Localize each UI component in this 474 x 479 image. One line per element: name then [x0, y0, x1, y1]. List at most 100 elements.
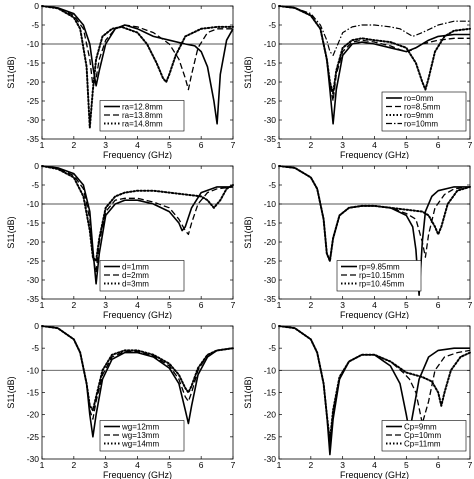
y-tick-label: -5 [268, 180, 276, 190]
x-tick-label: 5 [167, 140, 172, 150]
y-tick-label: 0 [271, 1, 276, 11]
y-tick-label: -5 [268, 20, 276, 30]
legend-box [99, 420, 185, 452]
y-tick-label: -20 [27, 77, 40, 87]
x-tick-label: 2 [71, 300, 76, 310]
y-axis-label: S11(dB) [243, 376, 253, 408]
legend-entry-2: wg=13mm [121, 431, 159, 440]
y-tick-label: -20 [27, 410, 40, 420]
x-tick-label: 7 [231, 140, 236, 150]
y-tick-label: 0 [34, 321, 39, 331]
x-tick-label: 1 [40, 460, 45, 470]
y-tick-label: -35 [264, 134, 277, 144]
legend-box [336, 260, 422, 292]
y-tick-label: -30 [27, 275, 40, 285]
x-tick-label: 7 [231, 300, 236, 310]
x-tick-label: 2 [71, 460, 76, 470]
y-tick-label: -5 [31, 20, 39, 30]
x-tick-label: 4 [372, 460, 377, 470]
x-tick-label: 1 [277, 300, 282, 310]
y-axis-label: S11(dB) [6, 216, 16, 248]
y-tick-label: -25 [27, 432, 40, 442]
y-tick-label: -20 [264, 237, 277, 247]
x-tick-label: 2 [71, 140, 76, 150]
y-axis-label: S11(dB) [243, 56, 253, 88]
y-tick-label: -30 [264, 275, 277, 285]
x-tick-label: 4 [372, 300, 377, 310]
y-tick-label: -10 [264, 199, 277, 209]
series-line-1 [41, 325, 234, 438]
x-axis-label: Frequency (GHz) [340, 470, 409, 479]
x-axis-label: Frequency (GHz) [340, 150, 409, 159]
y-tick-label: -30 [27, 115, 40, 125]
series-line-3 [278, 325, 471, 443]
y-tick-label: -10 [27, 199, 40, 209]
series-line-2 [41, 165, 234, 274]
chart-panel-5: 1 2 3 4 5 6 7 0 -5 -10 -15 -20 -25 -30 Frequency (GHz)… [6, 321, 236, 479]
y-tick-label: -10 [264, 39, 277, 49]
y-tick-label: -25 [264, 432, 277, 442]
chart-panel-3: 1 2 3 4 5 6 7 0 -5 -10 -15 -20 -25 -30 -35 Frequency (G… [6, 161, 236, 319]
legend-entry-4: ro=10mm [404, 120, 438, 129]
series-line-2 [41, 5, 233, 91]
x-tick-label: 5 [404, 140, 409, 150]
x-tick-label: 4 [135, 300, 140, 310]
legend-box [99, 260, 185, 292]
series-line-2 [278, 165, 471, 262]
legend-entry-1: d=1mm [122, 263, 149, 272]
x-tick-label: 7 [468, 140, 473, 150]
series-line-2 [41, 325, 234, 420]
x-tick-label: 4 [135, 140, 140, 150]
legend-entry-3: ro=9mm [404, 111, 434, 120]
legend-entry-3: ra=14.8mm [122, 120, 163, 129]
y-tick-label: -15 [264, 388, 277, 398]
y-tick-label: -15 [27, 218, 40, 228]
legend-entry-2: rp=10.15mm [359, 271, 404, 280]
y-tick-label: -25 [27, 96, 40, 106]
x-tick-label: 4 [372, 140, 377, 150]
x-tick-label: 5 [404, 300, 409, 310]
y-tick-label: -35 [27, 134, 40, 144]
y-tick-label: -25 [264, 96, 277, 106]
x-tick-label: 3 [103, 140, 108, 150]
y-tick-label: -10 [27, 39, 40, 49]
legend-entry-2: Cp=10mm [404, 431, 441, 440]
series-line-3 [41, 165, 234, 262]
x-tick-label: 7 [468, 300, 473, 310]
x-tick-label: 6 [436, 460, 441, 470]
y-tick-label: -10 [27, 365, 40, 375]
y-tick-label: -30 [264, 115, 277, 125]
x-tick-label: 1 [277, 460, 282, 470]
y-tick-label: -30 [27, 454, 40, 464]
chart-panel-1: 1 2 3 4 5 6 7 0 -5 -10 -15 -20 -25 -30 -35 Frequency (G… [6, 1, 236, 159]
y-tick-label: -25 [27, 256, 40, 266]
y-tick-label: -15 [264, 58, 277, 68]
series-line-3 [41, 325, 234, 412]
x-tick-label: 1 [40, 300, 45, 310]
legend-box [99, 100, 185, 132]
series-line-3 [278, 165, 471, 262]
series-line-1 [41, 5, 234, 125]
x-tick-label: 6 [199, 140, 204, 150]
y-tick-label: -10 [264, 365, 277, 375]
x-tick-label: 3 [103, 460, 108, 470]
x-axis-label: Frequency (GHz) [103, 150, 172, 159]
y-tick-label: -5 [31, 180, 39, 190]
y-tick-label: -20 [264, 410, 277, 420]
series-line-3 [278, 5, 471, 95]
y-tick-label: 0 [271, 321, 276, 331]
x-tick-label: 7 [468, 460, 473, 470]
x-axis-label: Frequency (GHz) [103, 470, 172, 479]
series-line-4 [278, 5, 470, 56]
y-tick-label: -25 [264, 256, 277, 266]
y-tick-label: -15 [27, 58, 40, 68]
x-tick-label: 2 [308, 300, 313, 310]
legend-box [381, 420, 467, 452]
legend-entry-3: wg=14mm [121, 440, 159, 449]
x-tick-label: 2 [308, 460, 313, 470]
y-tick-label: -35 [264, 294, 277, 304]
chart-panel-4: 1 2 3 4 5 6 7 0 -5 -10 -15 -20 -25 -30 -35 Frequency (G… [243, 161, 473, 319]
